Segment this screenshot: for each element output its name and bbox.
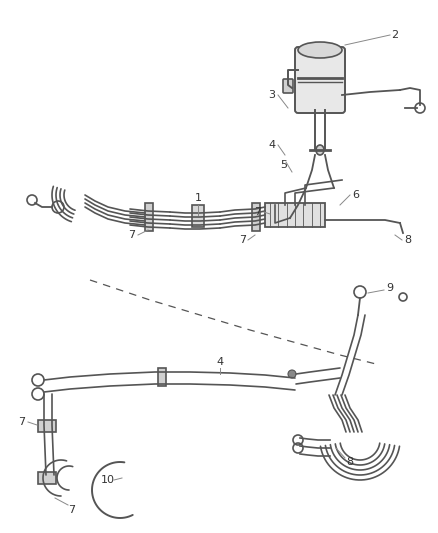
Text: 3: 3 [268,90,276,100]
Text: 2: 2 [392,30,399,40]
FancyBboxPatch shape [38,420,56,432]
Text: 7: 7 [240,235,247,245]
FancyBboxPatch shape [295,47,345,113]
FancyBboxPatch shape [283,79,293,93]
FancyBboxPatch shape [38,472,56,484]
Circle shape [288,370,296,378]
FancyBboxPatch shape [265,203,325,227]
Text: 10: 10 [101,475,115,485]
FancyBboxPatch shape [145,203,153,231]
Text: 6: 6 [353,190,360,200]
Text: 7: 7 [18,417,25,427]
FancyBboxPatch shape [192,205,204,227]
Text: 7: 7 [128,230,136,240]
Text: 8: 8 [404,235,412,245]
Text: 5: 5 [280,160,287,170]
Text: 7: 7 [68,505,76,515]
FancyBboxPatch shape [158,368,166,386]
Text: 7: 7 [254,207,261,217]
Text: 9: 9 [386,283,394,293]
Text: 1: 1 [194,193,201,203]
Text: 4: 4 [268,140,276,150]
Text: 4: 4 [216,357,223,367]
FancyBboxPatch shape [252,203,260,231]
Ellipse shape [316,145,324,155]
Text: 8: 8 [346,457,353,467]
Ellipse shape [298,42,342,58]
